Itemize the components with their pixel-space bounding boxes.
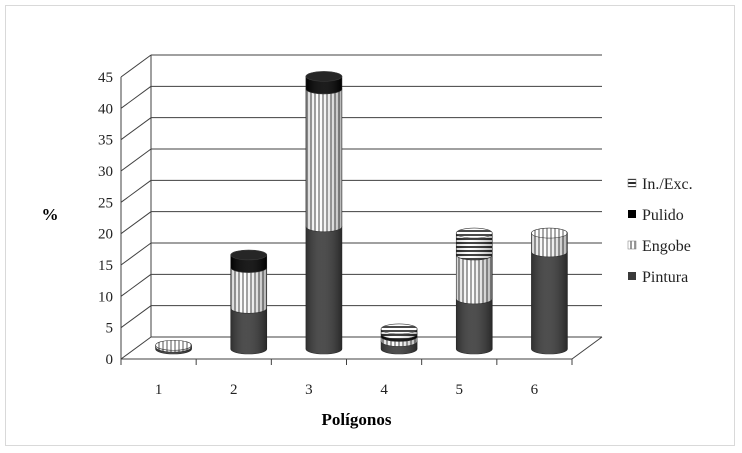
bar-6-Engobe — [531, 227, 568, 258]
bar-top-cap — [305, 71, 343, 82]
bar-top-cap — [531, 227, 568, 239]
bar-shading — [230, 267, 267, 314]
grid-layer — [120, 54, 603, 365]
y-tick-label-8: 40 — [98, 101, 113, 117]
bar-3-Pulido — [305, 71, 343, 95]
bar-shading — [456, 255, 493, 304]
floor-right-edge — [571, 336, 603, 360]
bar-top-highlight — [381, 323, 418, 334]
bar-top-highlight — [155, 340, 192, 351]
bar-3-Engobe — [305, 88, 343, 233]
x-tick-label-5: 6 — [531, 382, 539, 398]
bar-top-cap — [380, 323, 418, 335]
bar-3-Pintura — [305, 226, 343, 355]
y-tick-label-9: 45 — [98, 70, 113, 86]
x-tick-label-2: 3 — [305, 382, 313, 398]
bar-shading — [456, 233, 493, 260]
gridline-side-5 — [120, 179, 152, 203]
bar-top-cap — [155, 339, 192, 351]
bar-shading — [456, 298, 493, 354]
bar-top-highlight — [230, 250, 267, 260]
bar-top-highlight — [531, 228, 568, 239]
gridline-side-8 — [120, 85, 152, 109]
x-tick-label-4: 5 — [456, 382, 464, 398]
y-tick-label-0: 0 — [106, 352, 114, 368]
legend-label-0: In./Exc. — [642, 176, 693, 193]
bar-4-In./Exc. — [380, 323, 418, 340]
bar-shading — [305, 88, 342, 232]
bar-5-Pintura — [455, 298, 493, 355]
y-tick-label-3: 15 — [98, 258, 113, 274]
legend-swatch-0 — [627, 178, 637, 188]
bar-shading — [531, 233, 568, 257]
gridline-side-1 — [120, 305, 152, 329]
bar-2-Engobe — [230, 267, 268, 314]
gridline-side-3 — [120, 242, 152, 266]
bar-shading — [305, 226, 342, 354]
x-tick-label-1: 2 — [230, 382, 238, 398]
gridline-side-4 — [120, 211, 152, 235]
bar-shading — [230, 308, 267, 354]
bar-6-Pintura — [531, 251, 568, 355]
y-tick-label-5: 25 — [98, 195, 113, 211]
x-tick-label-3: 4 — [380, 382, 388, 398]
gridline-side-9 — [120, 54, 152, 78]
chart-frame: 0 5 10 15 20 25 30 35 40 45 1 2 3 4 5 6 Polígonos% In./E… — [5, 5, 735, 446]
legend-label-2: Engobe — [642, 238, 691, 255]
y-tick-label-4: 20 — [98, 227, 113, 243]
legend-swatch-3 — [628, 272, 636, 280]
bars-layer — [155, 71, 568, 355]
y-tick-label-7: 35 — [98, 133, 113, 149]
legend: In./Exc. Pulido Engobe Pintura — [627, 176, 693, 286]
gridline-side-7 — [120, 117, 152, 141]
y-tick-label-2: 10 — [98, 289, 113, 305]
bar-2-Pulido — [230, 249, 268, 273]
bar-2-Pintura — [230, 307, 268, 355]
bar-5-In./Exc. — [455, 227, 493, 261]
legend-swatch-1 — [628, 210, 636, 218]
bar-5-Engobe — [455, 254, 493, 305]
bar-top-highlight — [305, 71, 342, 82]
bar-top-cap — [230, 249, 268, 261]
x-axis-title: Polígonos — [322, 410, 392, 429]
bar-top-highlight — [456, 228, 493, 239]
gridline-side-0 — [120, 336, 152, 360]
bar-1-Engobe — [155, 339, 192, 353]
legend-label-1: Pulido — [642, 207, 684, 224]
x-tick-label-0: 1 — [155, 382, 163, 398]
y-axis-title: % — [42, 205, 59, 224]
legend-label-3: Pintura — [642, 269, 688, 286]
legend-swatch-2 — [627, 240, 637, 250]
y-tick-label-1: 5 — [106, 321, 114, 337]
bar-shading — [531, 251, 568, 354]
gridline-side-6 — [120, 148, 152, 172]
bar-top-cap — [455, 227, 493, 239]
gridline-side-2 — [120, 273, 152, 297]
y-tick-label-6: 30 — [98, 164, 113, 180]
